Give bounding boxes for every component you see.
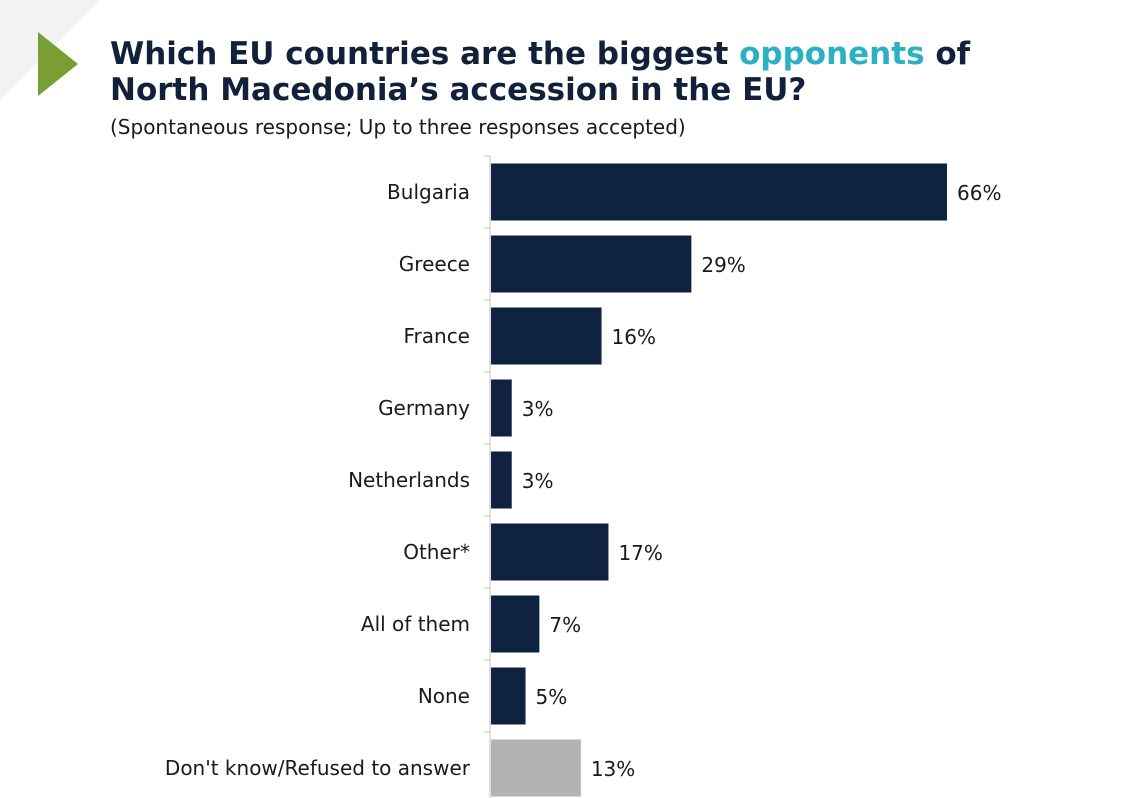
category-label: None (418, 684, 470, 708)
triangle-marker-icon (38, 32, 78, 96)
value-label: 13% (591, 757, 635, 781)
category-label: Greece (399, 252, 470, 276)
bar (491, 523, 609, 581)
bar (491, 595, 540, 653)
value-label: 16% (612, 325, 656, 349)
bar (491, 739, 581, 797)
bar (491, 379, 512, 437)
bar (491, 235, 692, 293)
value-label: 3% (522, 397, 554, 421)
value-label: 29% (701, 253, 745, 277)
title-accent: opponents (739, 36, 925, 72)
title-part-2: of North Macedonia’s accession in the EU… (110, 36, 971, 108)
bar (491, 667, 526, 725)
value-label: 7% (549, 613, 581, 637)
category-label: Germany (378, 396, 470, 420)
title-part-1: Which EU countries are the biggest (110, 36, 740, 72)
bar (491, 451, 512, 509)
value-label: 17% (618, 541, 662, 565)
category-label: Netherlands (348, 468, 470, 492)
value-label: 66% (957, 181, 1001, 205)
category-label: All of them (361, 612, 470, 636)
bar (491, 307, 602, 365)
category-label: Bulgaria (387, 180, 470, 204)
category-label: France (403, 324, 470, 348)
category-label: Don't know/Refused to answer (165, 756, 471, 780)
chart-title: Which EU countries are the biggest oppon… (110, 36, 1070, 108)
value-label: 3% (522, 469, 554, 493)
chart-subtitle: (Spontaneous response; Up to three respo… (110, 115, 686, 139)
category-label: Other* (403, 540, 470, 564)
bar (491, 163, 947, 221)
value-label: 5% (536, 685, 568, 709)
